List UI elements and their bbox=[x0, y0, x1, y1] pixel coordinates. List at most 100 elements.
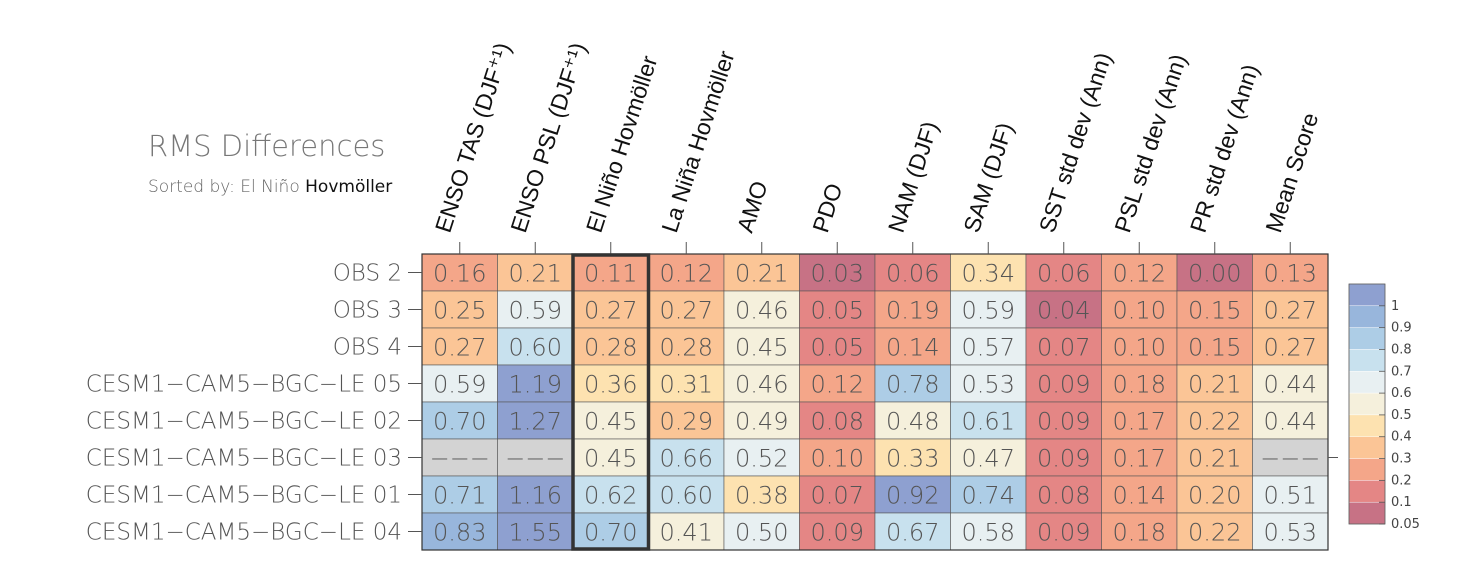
cell-value: 0.33 bbox=[886, 445, 939, 473]
cell-value: 0.12 bbox=[1113, 260, 1166, 288]
heatmap-cell bbox=[1025, 475, 1102, 514]
colorbar-label: 0.1 bbox=[1391, 495, 1412, 510]
chart-title: RMS Differences bbox=[148, 129, 385, 163]
cell-value: 0.16 bbox=[433, 260, 486, 288]
cell-value: 0.18 bbox=[1113, 371, 1166, 399]
cell-value: 0.03 bbox=[811, 260, 864, 288]
column-label: SAM (DJF) bbox=[958, 119, 1018, 235]
cell-value: 1.27 bbox=[509, 408, 562, 436]
cell-value: 0.21 bbox=[509, 260, 562, 288]
heatmap-cell bbox=[648, 327, 725, 366]
colorbar-label: 0.6 bbox=[1391, 386, 1412, 401]
cell-value: 0.28 bbox=[584, 334, 637, 362]
colorbar-segment bbox=[1348, 305, 1386, 328]
column-label: El Niño Hovmöller bbox=[581, 52, 663, 235]
heatmap-cell bbox=[648, 253, 725, 292]
cell-value: 0.27 bbox=[433, 334, 486, 362]
heatmap-cell bbox=[723, 290, 800, 329]
cell-value: 0.18 bbox=[1113, 519, 1166, 547]
heatmap-cell bbox=[950, 438, 1027, 477]
cell-value: 0.44 bbox=[1264, 408, 1317, 436]
heatmap-cell bbox=[421, 401, 498, 440]
heatmap-cell bbox=[799, 401, 876, 440]
heatmap-cell bbox=[1176, 364, 1253, 403]
cell-value: 0.59 bbox=[509, 297, 562, 325]
cell-value: 0.31 bbox=[660, 371, 713, 399]
cell-value: 0.25 bbox=[433, 297, 486, 325]
heatmap-cell bbox=[1025, 364, 1102, 403]
cell-value: 0.57 bbox=[962, 334, 1015, 362]
heatmap-cell bbox=[572, 475, 649, 514]
cell-value: 1.55 bbox=[509, 519, 562, 547]
missing-value-marker: −−− bbox=[1260, 445, 1320, 473]
heatmap-cell bbox=[799, 253, 876, 292]
column-label: Mean Score bbox=[1260, 110, 1323, 236]
heatmap-cell bbox=[874, 512, 951, 551]
cell-value: 0.07 bbox=[811, 482, 864, 510]
column-label: SST std dev (Ann) bbox=[1034, 49, 1117, 235]
heatmap-cell bbox=[1176, 290, 1253, 329]
cell-value: 0.27 bbox=[660, 297, 713, 325]
heatmap-cell bbox=[648, 364, 725, 403]
row-label: CESM1−CAM5−BGC−LE 02 bbox=[86, 409, 402, 435]
cell-value: 0.05 bbox=[811, 297, 864, 325]
heatmap-cell bbox=[799, 290, 876, 329]
cell-value: 0.22 bbox=[1188, 408, 1241, 436]
cell-value: 0.48 bbox=[886, 408, 939, 436]
colorbar-segment bbox=[1348, 392, 1386, 416]
heatmap-cell bbox=[874, 475, 951, 514]
cell-value: 0.14 bbox=[1113, 482, 1166, 510]
cell-value: 0.53 bbox=[962, 371, 1015, 399]
heatmap-cell bbox=[950, 290, 1027, 329]
subtitle-sorted: Hovmöller bbox=[305, 177, 392, 197]
cell-value: 0.20 bbox=[1188, 482, 1241, 510]
colorbar-legend: 1 0.9 0.8 0.7 0.6 0.5 0.4 0.3 0.2 0.1 0.05 bbox=[1348, 283, 1420, 532]
sorted-column-frame bbox=[571, 253, 651, 551]
heatmap-cell bbox=[421, 253, 498, 292]
cell-value: 0.49 bbox=[735, 408, 788, 436]
heatmap-cell bbox=[572, 327, 649, 366]
cell-value: 0.09 bbox=[1037, 371, 1090, 399]
cell-value: 1.16 bbox=[509, 482, 562, 510]
cell-value: 0.00 bbox=[1188, 260, 1241, 288]
cell-value: 1.19 bbox=[509, 371, 562, 399]
cell-value: 0.58 bbox=[962, 519, 1015, 547]
column-label: NAM (DJF) bbox=[883, 118, 943, 235]
cell-value: 0.70 bbox=[433, 408, 486, 436]
heatmap-cell bbox=[1252, 438, 1329, 477]
column-label: PR std dev (Ann) bbox=[1185, 61, 1264, 236]
cell-value: 0.09 bbox=[1037, 408, 1090, 436]
heatmap-cell bbox=[1176, 401, 1253, 440]
heatmap-cell bbox=[1025, 401, 1102, 440]
heatmap-cell bbox=[497, 253, 574, 292]
cell-value: 0.17 bbox=[1113, 445, 1166, 473]
heatmap-cell bbox=[723, 475, 800, 514]
heatmap-cells: 0.16 0.21 0.11 0.12 0.21 0.03 0.06 0.34 0.06 0.12… bbox=[421, 253, 1329, 551]
heatmap-cell bbox=[421, 512, 498, 551]
heatmap-cell bbox=[874, 364, 951, 403]
heatmap-cell bbox=[1101, 438, 1178, 477]
cell-value: 0.70 bbox=[584, 519, 637, 547]
cell-value: 0.71 bbox=[433, 482, 486, 510]
row-label: CESM1−CAM5−BGC−LE 04 bbox=[86, 520, 402, 546]
cell-value: 0.47 bbox=[962, 445, 1015, 473]
cell-value: 0.45 bbox=[584, 408, 637, 436]
heatmap-cell bbox=[950, 512, 1027, 551]
cell-value: 0.08 bbox=[811, 408, 864, 436]
cell-value: 0.04 bbox=[1037, 297, 1090, 325]
cell-value: 0.11 bbox=[584, 260, 637, 288]
colorbar-segment bbox=[1348, 283, 1386, 307]
cell-value: 0.60 bbox=[509, 334, 562, 362]
heatmap-cell bbox=[497, 512, 574, 551]
column-label: PSL std dev (Ann) bbox=[1109, 51, 1191, 236]
missing-value-marker: −−− bbox=[430, 445, 490, 473]
colorbar-label: 1 bbox=[1391, 299, 1399, 314]
heatmap-cell bbox=[421, 438, 498, 477]
heatmap-cell bbox=[1252, 364, 1329, 403]
heatmap-cell bbox=[799, 438, 876, 477]
cell-value: 0.92 bbox=[886, 482, 939, 510]
heatmap-cell bbox=[1101, 253, 1178, 292]
colorbar-border bbox=[1348, 283, 1386, 525]
heatmap-cell bbox=[497, 475, 574, 514]
